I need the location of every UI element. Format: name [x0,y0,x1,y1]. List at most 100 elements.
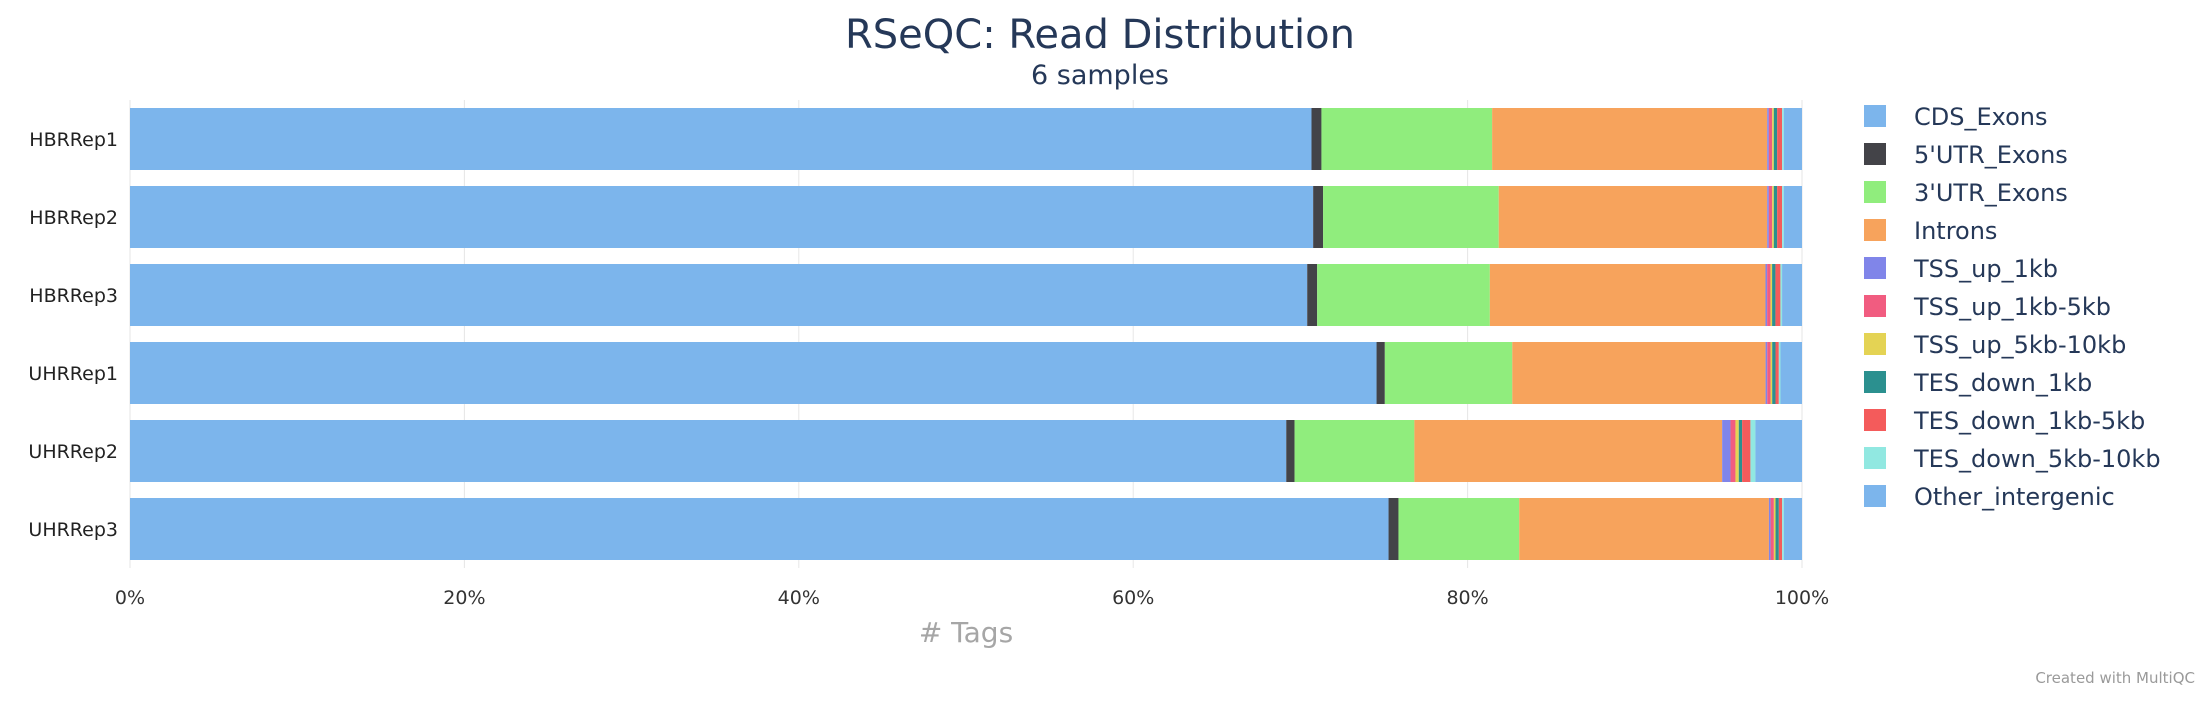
bar-segment [1772,342,1776,404]
bar-segment [1767,186,1769,248]
legend-label: 3'UTR_Exons [1914,179,2068,207]
bar-segment [1772,186,1774,248]
bar-segment [1775,264,1781,326]
bar-segment [1489,264,1766,326]
x-tick-labels: 0% 20% 40% 60% 80% 100% [115,587,1829,609]
bar-segment [1777,186,1783,248]
x-axis-title: # Tags [919,616,1013,649]
category-labels: HBRRep1 HBRRep2 HBRRep3 UHRRep1 UHRRep2 UHRRe… [28,129,118,541]
bar-segment [1722,420,1731,482]
bar-segment [1780,342,1802,404]
legend-label: TES_down_1kb [1913,369,2092,397]
bar-segment [1765,264,1768,326]
category-label: UHRRep3 [28,519,118,541]
legend-label: TSS_up_1kb [1913,255,2058,283]
bar-segment [1768,108,1773,170]
bar-segment [1783,186,1802,248]
bar-segment [130,420,1287,482]
legend-swatch [1864,485,1886,507]
legend-label: Introns [1914,217,1997,245]
bar-segment [1307,264,1318,326]
category-label: UHRRep1 [28,363,118,385]
category-label: UHRRep2 [28,441,118,463]
bar-segment [1782,498,1784,560]
chart-title: RSeQC: Read Distribution [845,12,1355,58]
bar-segment [1767,108,1769,170]
bar-segment [1780,264,1783,326]
bar-segment [1768,186,1773,248]
bar-segment [1770,498,1774,560]
chart-subtitle: 6 samples [1031,60,1169,91]
bar-segment [1773,186,1778,248]
bar-segment [1738,420,1743,482]
category-label: HBRRep3 [29,285,118,307]
bar-segment [1376,342,1385,404]
bar-segment [1778,498,1783,560]
bar-segment [1772,264,1776,326]
bar-segment [1398,498,1520,560]
bar-segment [1783,498,1802,560]
bar-segment [1414,420,1723,482]
legend-swatch [1864,105,1886,127]
legend: CDS_Exons 5'UTR_Exons 3'UTR_Exons Introns TS… [1864,103,2161,511]
bar-segment [1294,420,1415,482]
bar-segment [1313,186,1324,248]
bar-segment [1770,342,1773,404]
bar-segment [130,498,1389,560]
x-tick-label: 0% [115,587,145,609]
legend-swatch [1864,219,1886,241]
bar-segment [1782,186,1784,248]
bar-segment [1735,420,1739,482]
legend-swatch [1864,447,1886,469]
bar-segment [1286,420,1295,482]
legend-swatch [1864,409,1886,431]
bar-segment [1388,498,1399,560]
bar-segment [1770,264,1773,326]
bar-segment [1772,108,1774,170]
bar-segment [1765,342,1768,404]
bar-segment [1755,420,1802,482]
bar-segment [1519,498,1769,560]
bar-segment [1492,108,1768,170]
legend-label: TES_down_5kb-10kb [1913,445,2161,473]
x-tick-label: 20% [443,587,485,609]
legend-swatch [1864,371,1886,393]
legend-label: TES_down_1kb-5kb [1913,407,2145,435]
legend-label: TSS_up_1kb-5kb [1913,293,2111,321]
bar-segment [130,264,1308,326]
bar-segment [1777,108,1783,170]
bar-segment [130,108,1312,170]
bars [130,108,1802,560]
bar-segment [130,186,1314,248]
legend-swatch [1864,181,1886,203]
legend-label: TSS_up_5kb-10kb [1913,331,2126,359]
grid-lines [129,100,1803,568]
bar-segment [1730,420,1736,482]
x-tick-label: 80% [1446,587,1488,609]
bar-segment [1767,342,1771,404]
bar-segment [1742,420,1751,482]
bar-segment [1311,108,1322,170]
category-label: HBRRep1 [29,129,118,151]
bar-segment [1750,420,1756,482]
legend-swatch [1864,257,1886,279]
bar-segment [1778,342,1781,404]
legend-swatch [1864,333,1886,355]
legend-label: Other_intergenic [1914,483,2115,511]
bar-segment [1773,108,1778,170]
x-tick-label: 100% [1775,587,1829,609]
bar-segment [1782,264,1802,326]
bar-segment [1773,498,1776,560]
bar-segment [1323,186,1499,248]
legend-swatch [1864,143,1886,165]
x-tick-label: 60% [1112,587,1154,609]
bar-segment [1768,498,1771,560]
bar-segment [1775,498,1779,560]
legend-swatch [1864,295,1886,317]
bar-segment [1498,186,1768,248]
bar-segment [1783,108,1802,170]
bar-segment [1767,264,1771,326]
bar-segment [1384,342,1513,404]
